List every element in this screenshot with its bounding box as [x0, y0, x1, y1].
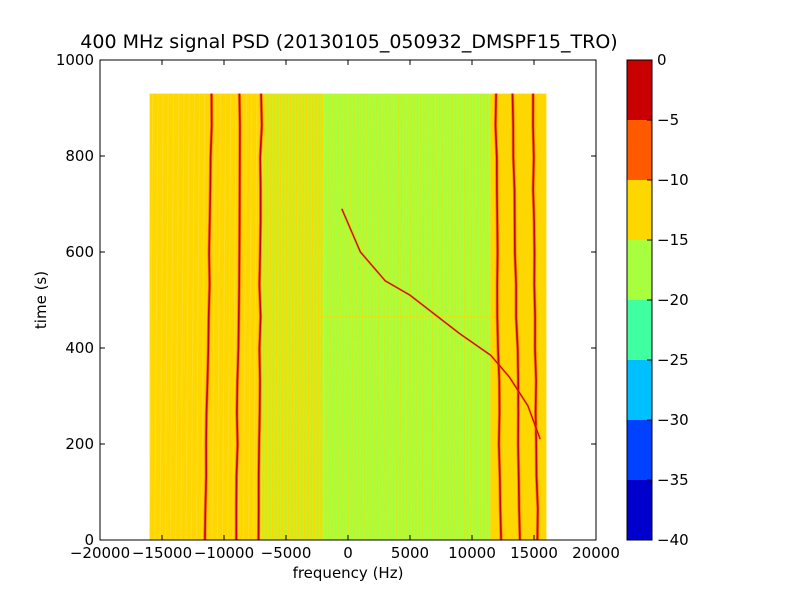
colorbar: −40 −35 −30 −25 −20 −15 −10 −5 0: [626, 51, 689, 549]
colorbar-tick-label: −15: [657, 231, 689, 249]
colorbar-tick-label: 0: [657, 51, 667, 69]
colorbar-tick-label: −25: [657, 351, 689, 369]
heatmap-streak: [149, 93, 154, 540]
heatmap-streak: [154, 93, 159, 540]
colorbar-swatch: [627, 60, 652, 120]
carrier-line: [511, 93, 521, 540]
heatmap-streak: [314, 93, 319, 540]
y-tick-label: 800: [65, 147, 94, 165]
heatmap-streak: [159, 93, 164, 540]
x-tick-label: 10000: [448, 544, 496, 562]
heatmap-streak: [196, 93, 200, 540]
heatmap-streak: [305, 93, 310, 540]
y-tick-label: 400: [65, 339, 94, 357]
x-axis-label: frequency (Hz): [293, 564, 404, 582]
carrier-line: [204, 93, 213, 540]
heatmap-streak: [266, 93, 271, 540]
y-tick-label: 600: [65, 243, 94, 261]
x-tick-label: −10000: [194, 544, 254, 562]
heatmap-streak: [185, 93, 190, 540]
heatmap-streak: [292, 93, 297, 540]
heatmap-streak: [180, 93, 185, 540]
colorbar-tick-label: −40: [657, 531, 689, 549]
carrier-line: [494, 93, 502, 540]
heatmap-streak: [216, 93, 221, 540]
colorbar-swatch: [627, 480, 652, 540]
colorbar-swatch: [627, 420, 652, 480]
colorbar-swatch: [627, 240, 652, 300]
heatmap-streak: [248, 93, 253, 540]
heatmap-streak: [253, 93, 258, 540]
carrier-line: [532, 93, 539, 540]
colorbar-swatch: [627, 120, 652, 180]
heatmap-streak: [279, 93, 284, 540]
colorbar-swatch: [627, 360, 652, 420]
y-axis-label: time (s): [32, 271, 50, 329]
heatmap-streak: [175, 93, 180, 540]
signal-lines: [203, 93, 542, 540]
heatmap-streak: [289, 93, 294, 540]
colorbar-tick-label: −5: [657, 111, 679, 129]
heatmap-streak: [285, 93, 290, 540]
x-axis: −20000 −15000 −10000 −5000 0 5000 10000 15000 20…: [70, 60, 620, 562]
carrier-line: [257, 93, 263, 540]
doppler-curve: [341, 208, 541, 440]
heatmap-streak: [295, 93, 300, 540]
colorbar-tick-label: −20: [657, 291, 689, 309]
heatmap-streak: [201, 93, 206, 540]
heatmap-streak: [298, 93, 303, 540]
x-tick-label: −15000: [132, 544, 192, 562]
plot-area: [99, 59, 597, 541]
psd-heatmap: [149, 93, 547, 540]
x-tick-label: 0: [343, 544, 353, 562]
carrier-line: [235, 93, 241, 540]
x-tick-label: 15000: [510, 544, 558, 562]
heatmap-streak: [211, 93, 216, 540]
heatmap-streak: [269, 93, 274, 540]
colorbar-swatch: [627, 180, 652, 240]
x-tick-label: −5000: [261, 544, 312, 562]
heatmap-streak: [282, 93, 287, 540]
chart-title: 400 MHz signal PSD (20130105_050932_DMSP…: [80, 31, 617, 53]
heatmap-streak: [311, 93, 316, 540]
heatmap-streak: [227, 93, 232, 540]
y-tick-label: 200: [65, 435, 94, 453]
y-tick-label: 1000: [56, 51, 94, 69]
y-axis: 0 200 400 600 800 1000: [56, 51, 596, 549]
heatmap-streak: [318, 93, 323, 540]
heatmap-streak: [276, 93, 281, 540]
heatmap-streak: [190, 93, 195, 540]
colorbar-tick-label: −10: [657, 171, 689, 189]
heatmap-streak: [302, 93, 307, 540]
heatmap-streak: [222, 93, 227, 540]
colorbar-tick-label: −30: [657, 411, 689, 429]
heatmap-streak: [272, 93, 278, 540]
x-tick-label: 5000: [391, 544, 429, 562]
heatmap-streak: [242, 93, 247, 540]
x-tick-label: 20000: [572, 544, 620, 562]
heatmap-streak: [164, 93, 169, 540]
y-tick-label: 0: [84, 531, 94, 549]
heatmap-streak: [308, 93, 313, 540]
heatmap-streak: [232, 93, 237, 540]
colorbar-tick-label: −35: [657, 471, 689, 489]
colorbar-swatch: [627, 300, 652, 360]
heatmap-streak: [170, 93, 174, 540]
x-tick-label: −20000: [70, 544, 130, 562]
heatmap-streak: [263, 93, 268, 540]
